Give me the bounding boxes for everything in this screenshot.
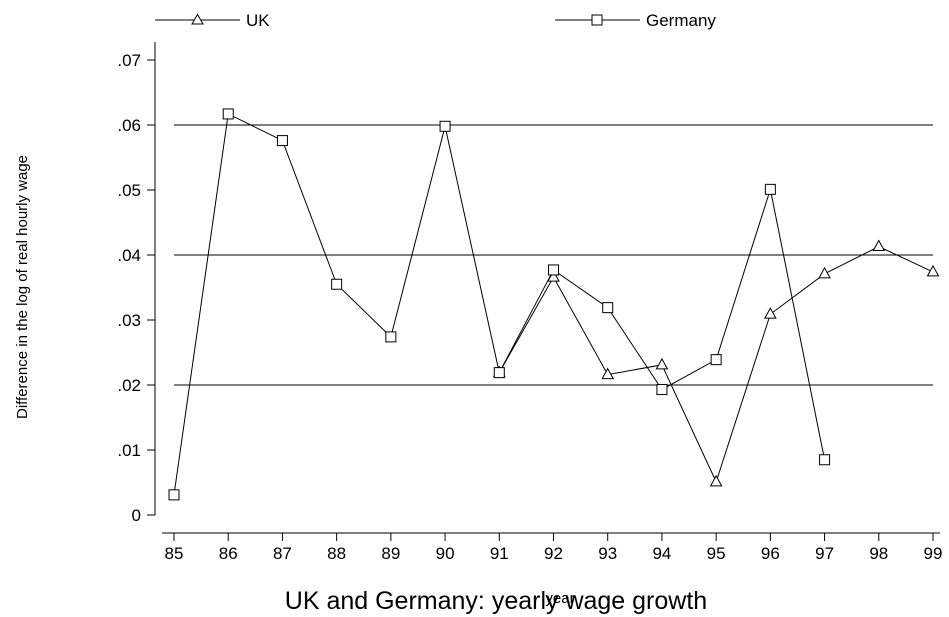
legend-label-germany: Germany (646, 11, 716, 30)
data-point-germany (168, 489, 180, 501)
y-tick-label: .06 (117, 116, 141, 135)
x-tick-label: 88 (327, 544, 346, 563)
data-point-uk (872, 239, 886, 252)
data-point-germany (819, 454, 831, 466)
data-point-germany (222, 108, 234, 120)
y-tick-label: .02 (117, 376, 141, 395)
x-tick-label: 87 (273, 544, 292, 563)
y-tick-label: .05 (117, 181, 141, 200)
data-point-uk (818, 266, 831, 279)
x-tick-label: 98 (869, 544, 888, 563)
x-tick-label: 89 (381, 544, 400, 563)
square-marker-icon (591, 14, 603, 26)
legend-item-germany: Germany (555, 11, 716, 30)
data-point-germany (602, 302, 614, 314)
data-point-uk (764, 307, 777, 319)
data-point-germany (548, 264, 559, 276)
x-tick-label: 92 (544, 544, 563, 563)
series-layer (168, 108, 940, 501)
x-tick-label: 90 (436, 544, 455, 563)
legend-label-uk: UK (246, 11, 270, 30)
y-tick-label: 0 (132, 506, 141, 525)
x-tick-label: 86 (219, 544, 238, 563)
data-point-germany (764, 183, 776, 195)
x-axis-title: year (545, 590, 574, 607)
data-point-uk (709, 474, 723, 487)
legend-item-uk: UK (155, 11, 270, 30)
x-tick-label: 95 (707, 544, 726, 563)
x-tick-label: 97 (815, 544, 834, 563)
series-line-germany (173, 113, 826, 495)
data-point-uk (655, 357, 669, 370)
y-tick-label: .01 (117, 441, 141, 460)
x-tick-label: 96 (761, 544, 780, 563)
x-tick-label: 94 (652, 544, 671, 563)
reference-lines (174, 124, 933, 386)
data-point-germany (439, 120, 451, 132)
data-point-germany (276, 135, 288, 147)
triangle-marker-icon (191, 13, 204, 25)
legend: UK Germany (155, 11, 716, 30)
y-axis-title: Difference in the log of real hourly wag… (14, 155, 31, 419)
series-germany (168, 108, 831, 501)
data-point-germany (493, 367, 505, 379)
data-point-germany (385, 331, 397, 343)
x-tick-label: 85 (165, 544, 184, 563)
x-tick-label: 99 (924, 544, 943, 563)
y-tick-label: .03 (117, 311, 141, 330)
data-point-uk (601, 367, 615, 380)
data-point-germany (656, 384, 668, 396)
y-tick-label: .04 (117, 246, 141, 265)
axes: 0 .01 .02 .03 .04 .05 .06 .07 85 86 87 88 89 90 91 92 93… (117, 42, 942, 563)
data-point-germany (710, 354, 722, 366)
chart-title: UK and Germany: yearly wage growth (285, 587, 707, 615)
x-tick-label: 93 (598, 544, 617, 563)
y-tick-label: .07 (117, 51, 141, 70)
x-tick-label: 91 (490, 544, 509, 563)
data-point-uk (926, 264, 940, 277)
data-point-germany (331, 278, 343, 290)
